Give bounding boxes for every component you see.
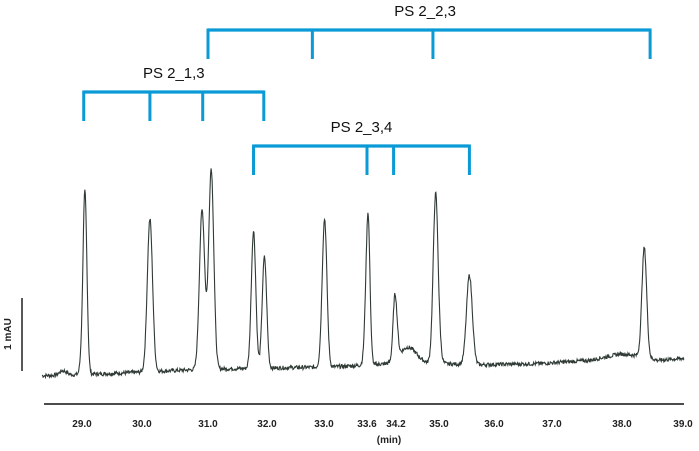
x-tick-label: 35.0 bbox=[429, 419, 449, 430]
scale-bar: 1 mAU bbox=[3, 298, 23, 371]
bracket-group: PS 2_1,3 bbox=[82, 65, 266, 121]
x-tick-label: 29.0 bbox=[72, 419, 92, 430]
bracket-label: PS 2_1,3 bbox=[143, 65, 205, 82]
chromatogram-trace bbox=[41, 168, 685, 380]
x-tick-label: 39.0 bbox=[673, 419, 693, 430]
bracket-group: PS 2_2,3 bbox=[206, 3, 652, 59]
x-tick-label: 33.6 bbox=[357, 419, 377, 430]
x-axis-tick-labels: 29.0 30.0 31.0 32.0 33.0 33.6 34.2 35.0 36.0 37.0… bbox=[72, 419, 693, 430]
x-tick-label: 36.0 bbox=[484, 419, 504, 430]
peak-group-brackets: PS 2_2,3 PS 2_1,3 PS 2_3,4 bbox=[82, 3, 652, 175]
x-tick-label: 32.0 bbox=[257, 419, 277, 430]
x-tick-label: 30.0 bbox=[132, 419, 152, 430]
x-axis-title: (min) bbox=[377, 435, 401, 446]
x-tick-label: 38.0 bbox=[612, 419, 632, 430]
bracket-label: PS 2_2,3 bbox=[394, 3, 456, 20]
x-tick-label: 31.0 bbox=[198, 419, 218, 430]
x-tick-label: 33.0 bbox=[314, 419, 334, 430]
bracket-label: PS 2_3,4 bbox=[331, 119, 393, 136]
x-tick-label: 34.2 bbox=[386, 419, 406, 430]
x-tick-label: 37.0 bbox=[542, 419, 562, 430]
scale-bar-label: 1 mAU bbox=[3, 318, 14, 350]
bracket-group: PS 2_3,4 bbox=[252, 119, 471, 175]
